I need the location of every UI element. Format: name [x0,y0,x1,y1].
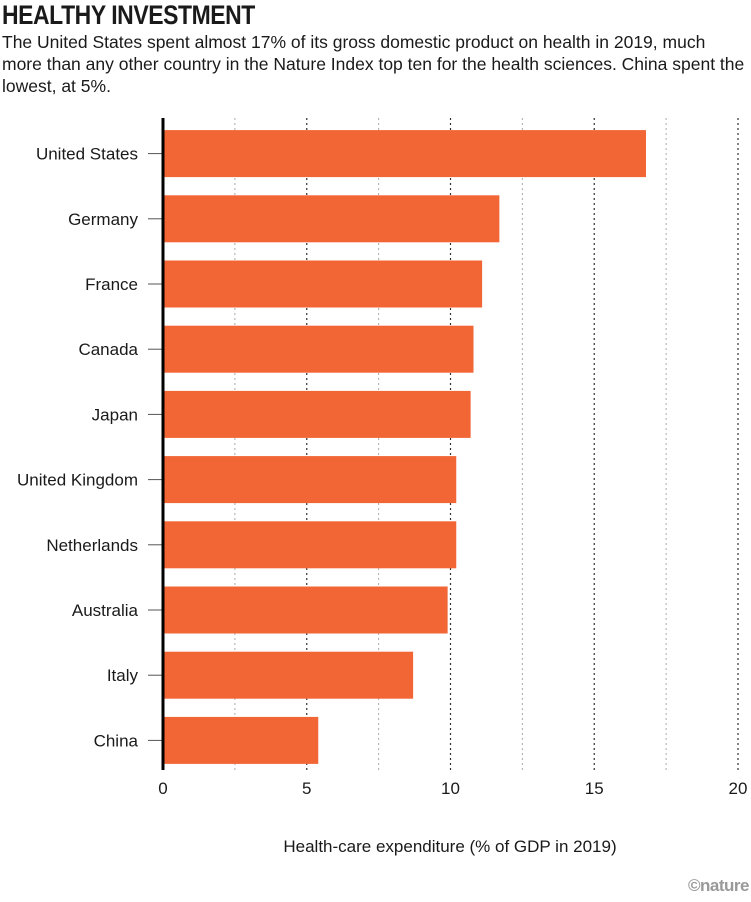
x-tick-label: 20 [729,779,748,798]
category-label: Japan [92,405,138,424]
category-label: China [94,731,139,750]
category-label: Germany [68,210,138,229]
x-tick-label: 0 [158,779,167,798]
nature-logo: ©nature [688,876,749,895]
bar-canada [163,325,474,373]
bar-united-states [163,130,646,178]
x-tick-label: 5 [302,779,311,798]
category-label: France [85,275,138,294]
bar-netherlands [163,521,457,569]
category-label: United States [36,145,138,164]
x-axis-label: Health-care expenditure (% of GDP in 201… [283,837,616,856]
bar-germany [163,195,500,243]
category-label: Australia [72,601,139,620]
chart-title: HEALTHY INVESTMENT [2,0,255,30]
x-tick-label: 10 [441,779,460,798]
bar-united-kingdom [163,456,457,504]
x-tick-label: 15 [585,779,604,798]
bar-france [163,260,483,308]
chart-subtitle: The United States spent almost 17% of it… [2,32,745,96]
category-label: Netherlands [46,536,138,555]
bar-china [163,716,319,764]
bar-japan [163,390,471,438]
category-label: Canada [78,340,138,359]
bar-italy [163,651,414,699]
category-label: United Kingdom [17,471,138,490]
category-label: Italy [107,666,139,685]
bar-australia [163,586,448,634]
